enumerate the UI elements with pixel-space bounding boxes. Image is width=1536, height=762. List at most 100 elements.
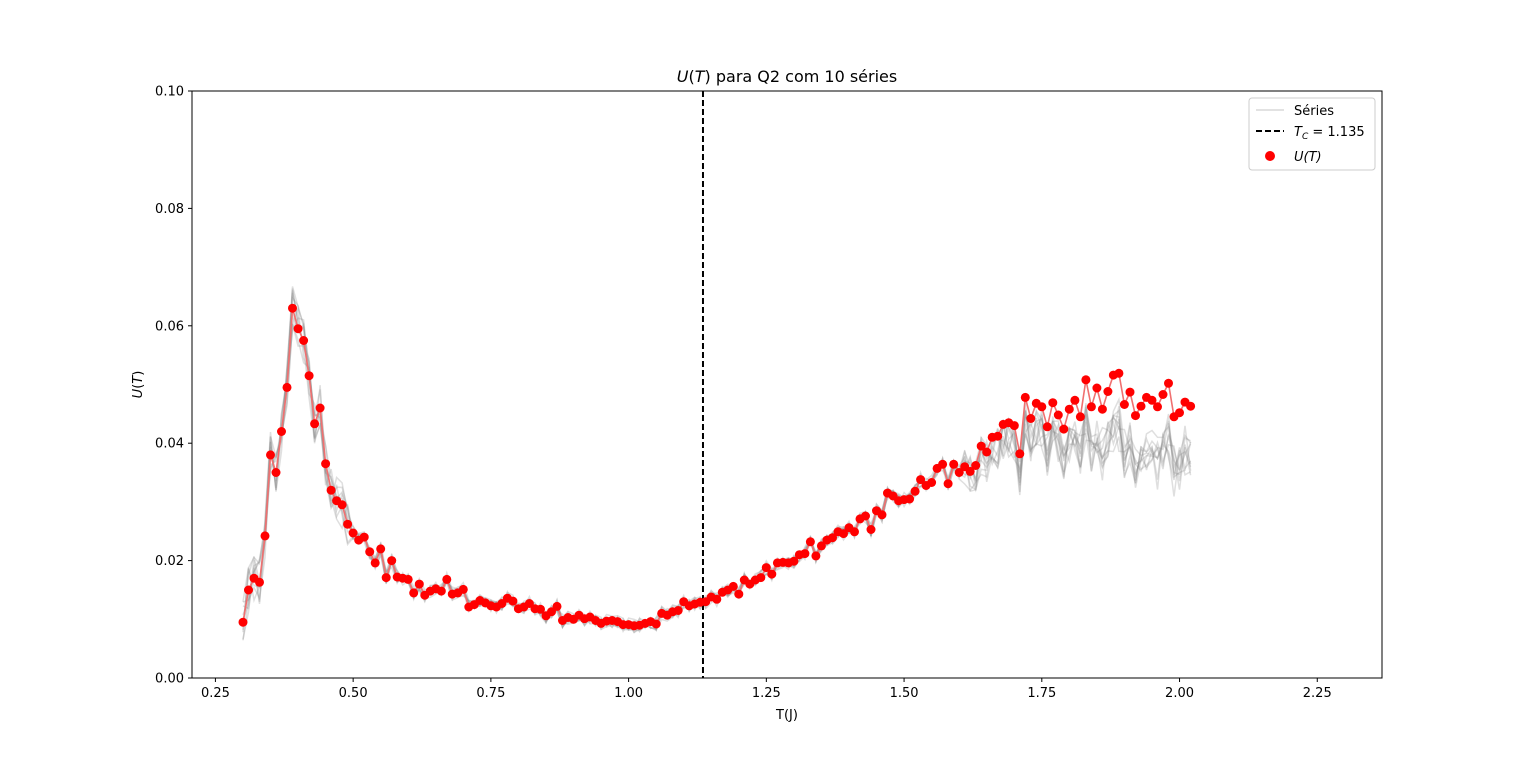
plot-frame — [191, 90, 1383, 679]
chart-title-close: ) — [705, 67, 711, 86]
x-tick-label: 0.50 — [339, 686, 368, 701]
mean-point — [1075, 412, 1085, 422]
legend-tc-symbol: T — [1294, 125, 1303, 140]
mean-point — [310, 419, 320, 429]
x-tick-label: 0.75 — [476, 686, 505, 701]
y-tick-label: 0.08 — [155, 202, 184, 217]
mean-point — [436, 586, 446, 596]
mean-point — [260, 531, 270, 541]
chart-title: U(T) para Q2 com 10 séries — [677, 67, 897, 86]
mean-point — [761, 563, 771, 573]
mean-point — [293, 324, 303, 334]
mean-point — [1070, 395, 1080, 405]
mean-point — [943, 479, 953, 489]
x-axis-label: T(J) — [775, 708, 798, 723]
mean-point — [255, 577, 264, 587]
mean-point — [1186, 401, 1196, 411]
mean-point — [266, 450, 275, 460]
mean-point — [337, 500, 347, 510]
mean-point — [1114, 368, 1124, 378]
mean-point — [315, 403, 325, 413]
mean-point — [326, 485, 336, 495]
mean-point — [1164, 378, 1173, 388]
mean-point — [244, 585, 253, 595]
mean-points-group — [238, 303, 1196, 631]
x-tick-label: 1.25 — [752, 686, 781, 701]
x-tick-label: 1.75 — [1027, 686, 1056, 701]
mean-point — [376, 544, 386, 554]
mean-point — [866, 525, 876, 534]
chart-title-rest: para Q2 com 10 séries — [711, 67, 897, 86]
mean-point — [1158, 390, 1168, 399]
mean-point — [712, 594, 722, 604]
mean-point — [458, 584, 468, 594]
mean-point — [965, 466, 975, 476]
mean-point — [1009, 421, 1019, 431]
legend-tc-subscript: C — [1302, 132, 1309, 142]
mean-point — [927, 478, 937, 487]
x-tick-label: 0.25 — [201, 686, 230, 701]
mean-point — [365, 547, 375, 557]
y-tick-label: 0.10 — [155, 85, 184, 100]
mean-point — [938, 459, 948, 469]
mean-point — [288, 303, 297, 313]
mean-point — [282, 382, 292, 392]
y-axis-label: U(T) — [131, 371, 146, 399]
replicate-series-line — [242, 306, 1192, 640]
mean-point — [1081, 375, 1091, 385]
mean-point — [387, 556, 397, 566]
mean-point — [1131, 411, 1140, 421]
x-axis-ticks: 0.25 0.50 0.75 1.00 1.25 1.50 1.75 2.00 2.25 — [201, 678, 1332, 701]
legend-box — [1248, 97, 1376, 171]
mean-point — [982, 447, 992, 457]
mean-point — [277, 427, 286, 436]
y-tick-label: 0.00 — [155, 672, 184, 687]
mean-point — [1175, 408, 1184, 418]
mean-point — [861, 511, 870, 521]
y-axis-label-open: ( — [131, 384, 146, 389]
mean-point — [1059, 424, 1069, 434]
mean-point — [805, 537, 815, 547]
mean-point — [1086, 402, 1096, 412]
mean-point — [971, 461, 981, 470]
mean-point — [238, 617, 248, 627]
mean-point — [734, 589, 744, 599]
legend: Séries TC = 1.135 U(T) — [1248, 97, 1376, 171]
y-axis-label-arg: T — [131, 375, 146, 384]
mean-point — [850, 527, 859, 537]
mean-point — [949, 459, 959, 469]
mean-point — [1125, 387, 1135, 397]
mean-point — [508, 596, 518, 606]
mean-point — [905, 494, 915, 504]
mean-point — [348, 528, 358, 538]
mean-point — [816, 541, 826, 551]
legend-series-label: Séries — [1294, 104, 1334, 119]
mean-point — [954, 468, 964, 477]
legend-tc-value: = 1.135 — [1308, 125, 1364, 140]
mean-point — [877, 510, 887, 520]
mean-point — [767, 569, 777, 579]
y-axis-ticks: 0.00 0.02 0.04 0.06 0.08 0.10 — [155, 85, 192, 687]
mean-point — [359, 532, 369, 542]
mean-point — [1020, 392, 1030, 402]
chart-title-var: U — [677, 67, 689, 86]
mean-point — [728, 581, 738, 591]
mean-point — [552, 601, 562, 611]
replicate-series-line — [242, 323, 1192, 632]
mean-point — [1042, 422, 1052, 432]
mean-point — [403, 574, 413, 584]
y-tick-label: 0.06 — [155, 319, 184, 334]
mean-point — [271, 468, 281, 477]
mean-point — [789, 556, 799, 566]
replicate-series-line — [242, 317, 1191, 641]
mean-point — [1147, 395, 1157, 405]
legend-tc-label: TC = 1.135 — [1294, 125, 1365, 142]
mean-point — [1119, 400, 1129, 409]
mean-point — [756, 573, 766, 583]
mean-point — [800, 549, 810, 559]
y-tick-label: 0.04 — [155, 437, 184, 452]
y-tick-label: 0.02 — [155, 554, 184, 569]
mean-point — [1097, 404, 1107, 414]
mean-point — [1064, 404, 1074, 414]
